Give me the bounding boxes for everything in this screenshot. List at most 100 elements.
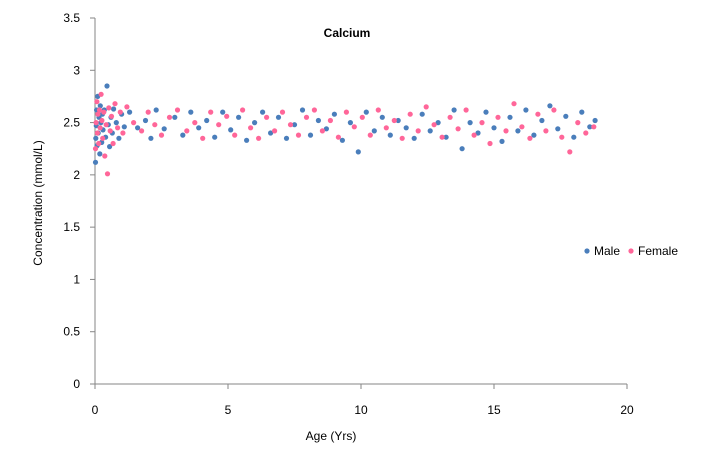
data-point (299, 107, 306, 113)
data-point (567, 149, 573, 155)
y-axis: 0 0.5 1 1.5 2 2.5 3 3.5 (63, 11, 96, 391)
data-point (487, 140, 493, 147)
data-point (101, 109, 107, 115)
data-point (112, 101, 118, 107)
data-point (403, 125, 409, 131)
data-point (275, 114, 282, 120)
data-point (543, 128, 549, 134)
data-point (208, 109, 214, 115)
data-point (264, 114, 270, 120)
data-point (216, 122, 222, 128)
data-point (260, 109, 266, 115)
chart-title: Calcium (324, 26, 371, 40)
data-point (535, 111, 541, 117)
data-point (455, 126, 461, 132)
data-point (145, 109, 151, 115)
data-point (240, 107, 246, 113)
data-point (375, 107, 381, 113)
data-point (295, 132, 302, 138)
data-point (116, 135, 122, 141)
data-point (97, 125, 103, 131)
data-point (232, 132, 238, 138)
data-point (439, 134, 445, 140)
data-point (252, 120, 258, 126)
data-point (427, 128, 433, 134)
data-point (236, 114, 242, 120)
x-axis-title: Age (Yrs) (306, 429, 357, 443)
data-point (303, 114, 310, 120)
data-point (583, 130, 589, 136)
data-point (471, 132, 477, 138)
legend-label-female: Female (638, 244, 678, 258)
data-point (495, 114, 501, 120)
data-point (407, 111, 413, 117)
data-point (399, 135, 405, 141)
data-point (475, 130, 481, 136)
data-point (224, 113, 230, 119)
data-point (459, 146, 465, 152)
data-point (174, 107, 181, 113)
data-point (283, 135, 290, 141)
data-point (93, 135, 99, 141)
x-tick-label: 10 (354, 403, 368, 417)
data-point (571, 134, 577, 140)
data-point (97, 103, 103, 109)
legend-label-male: Male (594, 244, 620, 258)
data-point (113, 120, 119, 126)
series-male (92, 83, 598, 165)
data-point (359, 114, 365, 120)
data-point (99, 117, 105, 124)
data-point (204, 117, 210, 124)
data-point (347, 120, 353, 126)
data-point (563, 113, 569, 119)
data-point (507, 114, 513, 120)
data-point (142, 117, 149, 124)
data-point (395, 117, 401, 124)
data-point (184, 128, 190, 134)
data-point (443, 134, 449, 140)
data-point (592, 117, 598, 124)
data-point (279, 109, 286, 115)
data-point (121, 124, 127, 130)
y-axis-title: Concentration (mmol/L) (31, 140, 45, 265)
data-point (107, 128, 113, 134)
data-point (98, 91, 104, 97)
data-point (591, 124, 597, 130)
y-tick-label: 2 (73, 168, 80, 182)
data-point (124, 104, 130, 110)
data-point (467, 120, 473, 126)
data-point (387, 132, 393, 138)
y-tick-label: 3 (73, 63, 80, 77)
data-point (110, 140, 116, 147)
data-point (256, 135, 262, 141)
data-point (379, 114, 385, 120)
data-point (515, 128, 521, 134)
x-tick-label: 15 (487, 403, 501, 417)
data-point (503, 128, 509, 134)
x-tick-label: 0 (92, 403, 99, 417)
data-point (153, 107, 159, 113)
data-point (220, 109, 226, 115)
data-point (228, 127, 234, 133)
data-point (93, 120, 99, 126)
x-tick-label: 20 (620, 403, 634, 417)
data-point (451, 107, 457, 113)
data-point (287, 122, 294, 128)
data-point (94, 130, 100, 136)
data-point (327, 117, 333, 124)
y-tick-label: 2.5 (63, 116, 80, 130)
data-point (367, 132, 373, 138)
data-point (555, 126, 561, 132)
data-point (148, 135, 154, 141)
data-point (92, 146, 99, 152)
data-point (104, 83, 110, 89)
data-point (152, 122, 158, 128)
data-point (102, 153, 108, 159)
data-point (104, 171, 111, 177)
data-point (161, 126, 167, 132)
data-point (531, 132, 537, 138)
data-point (117, 109, 123, 115)
data-point (331, 111, 337, 117)
data-point (523, 107, 529, 113)
y-tick-label: 1.5 (63, 220, 80, 234)
